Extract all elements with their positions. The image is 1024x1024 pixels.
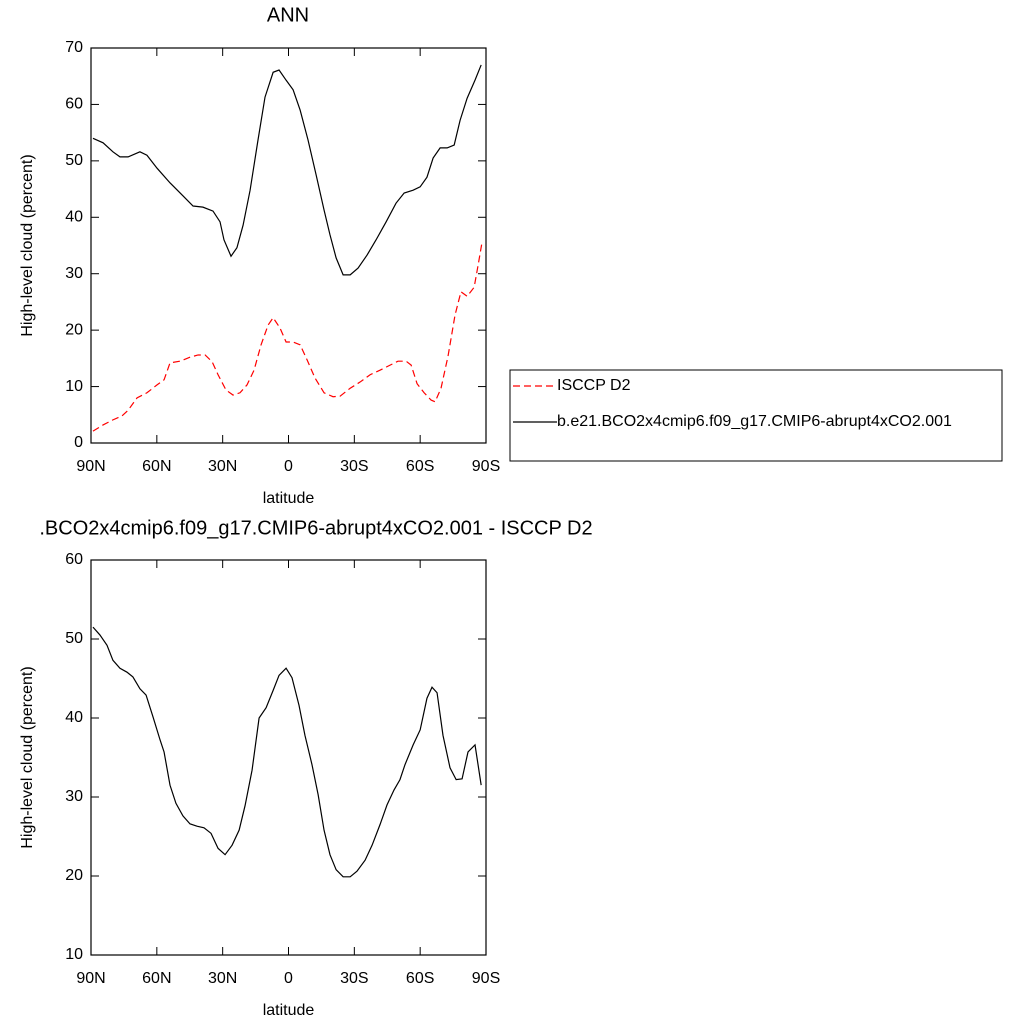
x-tick-label: 90N xyxy=(76,458,105,475)
y-tick-label: 40 xyxy=(65,209,83,226)
legend-label: b.e21.BCO2x4cmip6.f09_g17.CMIP6-abrupt4x… xyxy=(557,413,952,430)
y-tick-label: 30 xyxy=(65,265,83,282)
plot-frame xyxy=(90,559,487,956)
y-tick-label: 10 xyxy=(65,946,83,963)
data-line xyxy=(92,242,483,432)
x-tick-label: 30S xyxy=(340,458,368,475)
data-line xyxy=(92,626,482,878)
x-tick-label: 60S xyxy=(406,458,434,475)
x-tick-label: 90S xyxy=(472,970,500,987)
x-tick-label: 60N xyxy=(142,458,171,475)
data-line xyxy=(92,64,482,276)
y-tick-label: 70 xyxy=(65,39,83,56)
y-tick-label: 10 xyxy=(65,378,83,395)
legend-label: ISCCP D2 xyxy=(557,377,631,394)
y-tick-label: 20 xyxy=(65,321,83,338)
x-tick-label: 60N xyxy=(142,970,171,987)
x-tick-label: 0 xyxy=(284,458,293,475)
x-tick-label: 90S xyxy=(472,458,500,475)
x-axis-label: latitude xyxy=(263,1002,315,1019)
x-tick-label: 30N xyxy=(208,970,237,987)
legend-box xyxy=(509,369,1003,462)
y-axis-label: High-level cloud (percent) xyxy=(19,154,36,336)
y-tick-label: 0 xyxy=(74,434,83,451)
y-tick-label: 20 xyxy=(65,867,83,884)
chart-title: ANN xyxy=(267,4,309,26)
x-tick-label: 60S xyxy=(406,970,434,987)
y-tick-label: 30 xyxy=(65,788,83,805)
x-tick-label: 90N xyxy=(76,970,105,987)
x-tick-label: 30N xyxy=(208,458,237,475)
x-tick-label: 0 xyxy=(284,970,293,987)
y-tick-label: 50 xyxy=(65,630,83,647)
y-tick-label: 60 xyxy=(65,551,83,568)
y-tick-label: 50 xyxy=(65,152,83,169)
plot-frame xyxy=(90,47,487,444)
y-tick-label: 60 xyxy=(65,96,83,113)
y-axis-label: High-level cloud (percent) xyxy=(19,666,36,848)
chart-title: .BCO2x4cmip6.f09_g17.CMIP6-abrupt4xCO2.0… xyxy=(39,517,592,539)
y-tick-label: 40 xyxy=(65,709,83,726)
x-tick-label: 30S xyxy=(340,970,368,987)
x-axis-label: latitude xyxy=(263,490,315,507)
